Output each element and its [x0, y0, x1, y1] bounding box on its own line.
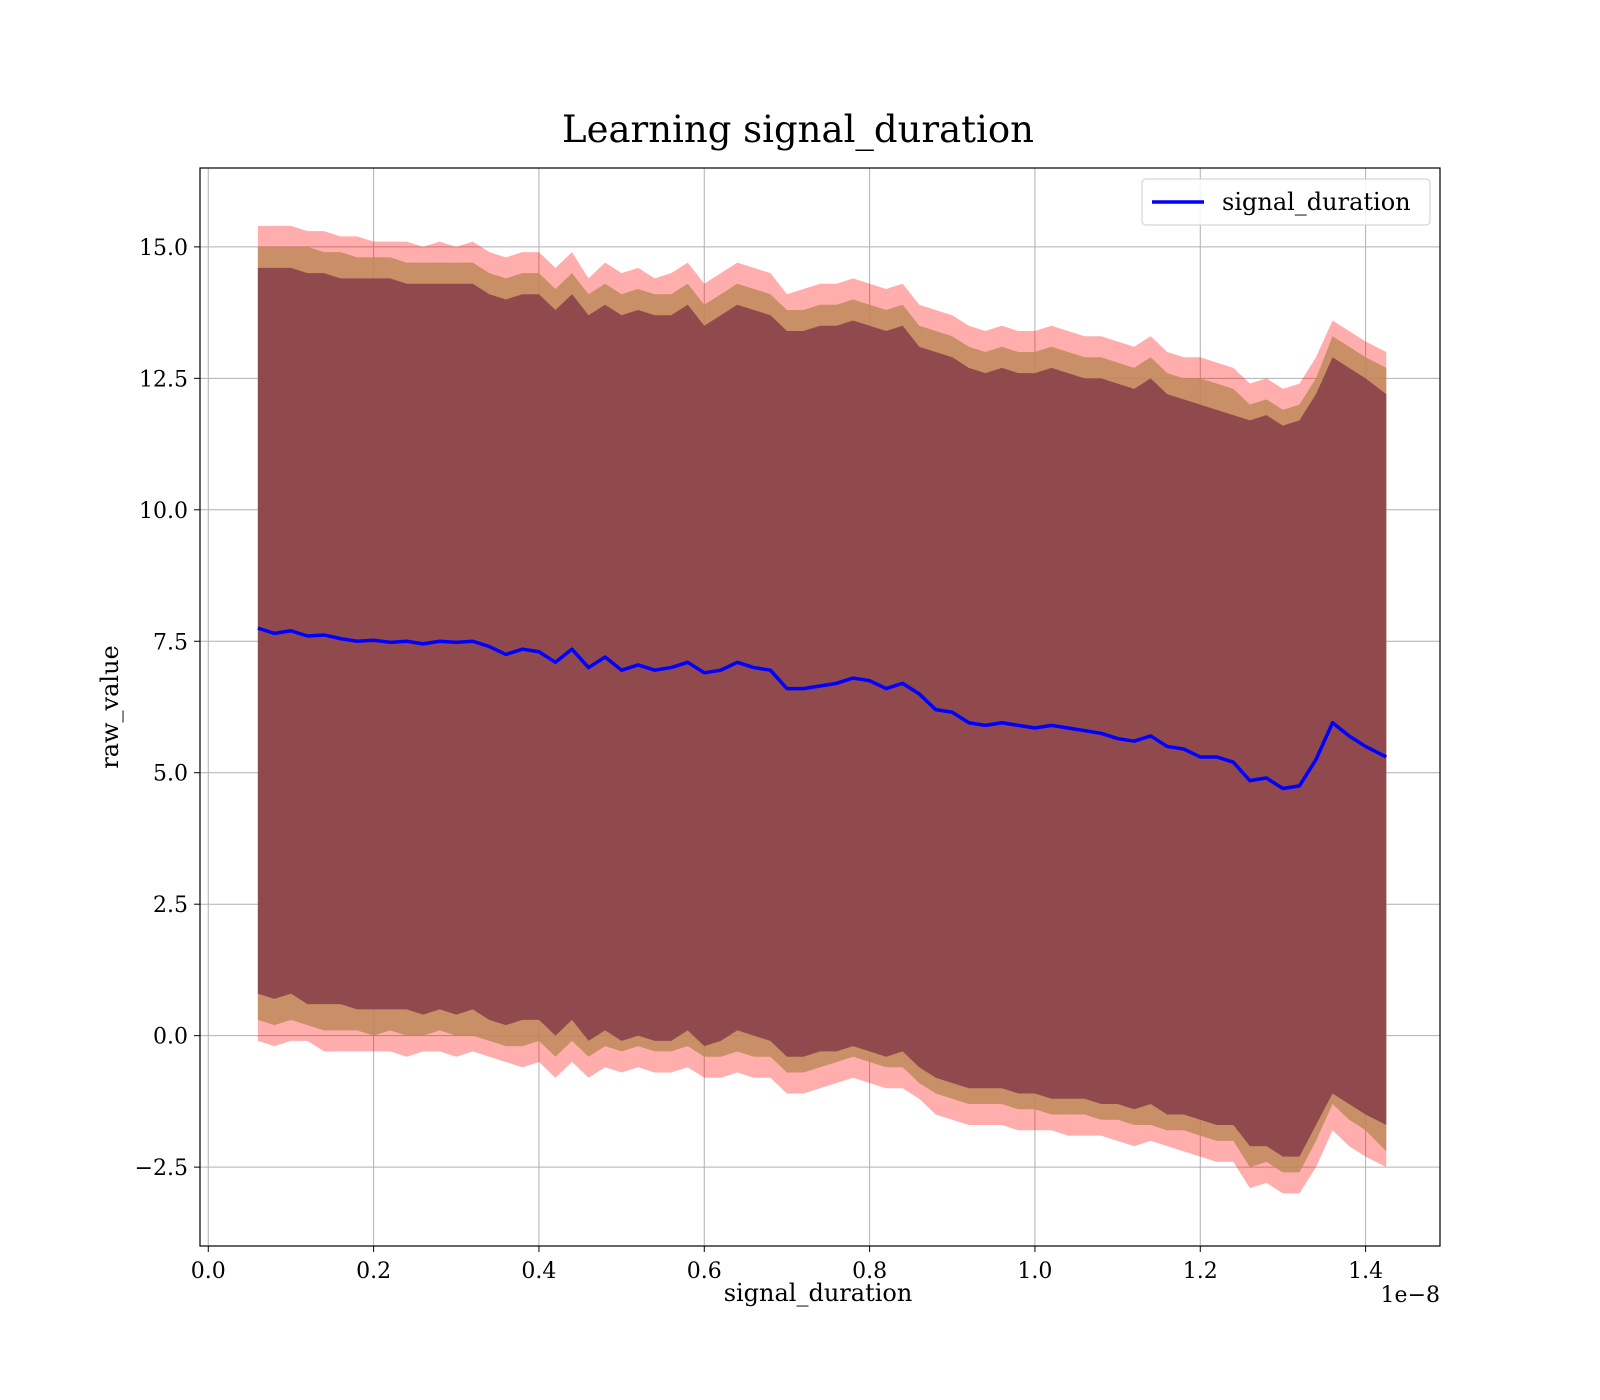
y-tick-label-1: 0.0 — [153, 1025, 188, 1050]
y-tick-label-4: 7.5 — [153, 630, 188, 655]
x-tick-label-0: 0.0 — [191, 1259, 226, 1284]
confidence-bands — [257, 225, 1387, 1194]
x-tick-label-5: 1.0 — [1017, 1259, 1052, 1284]
band-inner — [257, 267, 1387, 1157]
y-tick-label-2: 2.5 — [153, 893, 188, 918]
x-axis-offset-text: 1e−8 — [1381, 1283, 1440, 1308]
x-tick-label-1: 0.2 — [356, 1259, 391, 1284]
y-tick-label-7: 15.0 — [139, 236, 188, 261]
legend: signal_duration — [1141, 178, 1431, 226]
x-tick-label-4: 0.8 — [852, 1259, 887, 1284]
y-axis-label: raw_value — [96, 645, 124, 769]
x-axis-ticks: 0.0 0.2 0.4 0.6 0.8 1.0 1.2 1.4 — [191, 1246, 1383, 1284]
y-axis-ticks: −2.5 0.0 2.5 5.0 7.5 10.0 12.5 15.0 — [135, 236, 200, 1181]
x-tick-label-6: 1.2 — [1183, 1259, 1218, 1284]
plot-frame — [199, 167, 1441, 1247]
x-tick-label-7: 1.4 — [1348, 1259, 1383, 1284]
y-tick-label-5: 10.0 — [139, 499, 188, 524]
y-tick-label-0: −2.5 — [135, 1156, 188, 1181]
chart-title: Learning signal_duration — [562, 108, 1034, 152]
series-line-signal-duration — [257, 626, 1388, 791]
legend-box — [1141, 178, 1431, 226]
x-tick-label-3: 0.6 — [687, 1259, 722, 1284]
y-tick-label-3: 5.0 — [153, 762, 188, 787]
legend-label: signal_duration — [1222, 188, 1411, 216]
y-tick-label-6: 12.5 — [139, 367, 188, 392]
x-tick-label-2: 0.4 — [521, 1259, 556, 1284]
x-axis-label: signal_duration — [724, 1279, 913, 1307]
